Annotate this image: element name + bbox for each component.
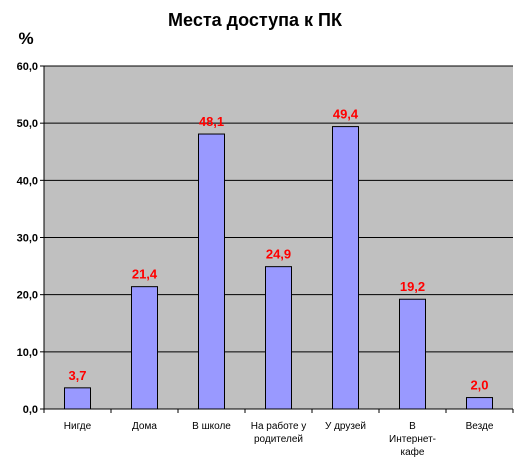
- y-tick-label: 20,0: [17, 290, 38, 302]
- y-tick-label: 10,0: [17, 347, 38, 359]
- bar: [265, 266, 292, 410]
- bar: [466, 397, 493, 410]
- bar: [332, 126, 359, 410]
- y-tick-label: 0,0: [23, 404, 38, 416]
- x-tick-label: В Интернет-кафе: [389, 421, 436, 458]
- y-tick-label: 30,0: [17, 233, 38, 245]
- x-tick-label-line: кафе: [401, 446, 425, 458]
- x-tick-label-line: Интернет-: [389, 434, 436, 445]
- x-tick-label-line: Нигде: [64, 421, 92, 432]
- x-tick-label-line: В школе: [192, 421, 231, 432]
- bar: [64, 387, 91, 410]
- y-tick-label: 40,0: [17, 175, 38, 187]
- data-label: 21,4: [132, 267, 158, 282]
- x-tick-label: В школе: [192, 421, 231, 432]
- data-label: 48,1: [199, 114, 224, 129]
- x-tick-label-line: У друзей: [325, 421, 366, 432]
- x-tick-label-line: Дома: [132, 421, 157, 432]
- plot-area: 0,0 10,0 20,0 30,0 40,0 50,0 60,0 3,7 Нигде 21,4 Д…: [17, 61, 514, 458]
- bar: [198, 133, 225, 410]
- x-tick-label-line: В: [409, 421, 416, 432]
- x-tick-label-line: Везде: [466, 421, 494, 432]
- x-tick-label: Дома: [132, 421, 157, 432]
- x-tick-label: Везде: [466, 421, 494, 432]
- y-tick-label: 50,0: [17, 118, 38, 130]
- x-tick-label-line: родителей: [254, 434, 303, 445]
- chart-title: Места доступа к ПК: [168, 10, 343, 30]
- x-tick-label: Нигде: [64, 421, 92, 432]
- bar: [399, 298, 426, 410]
- bar: [131, 286, 158, 410]
- data-label: 24,9: [266, 247, 291, 262]
- x-tick-label: На работе у родителей: [251, 420, 307, 445]
- y-axis-unit-label: %: [18, 29, 33, 48]
- data-label: 3,7: [68, 368, 86, 383]
- y-tick-label: 60,0: [17, 61, 38, 73]
- data-label: 49,4: [333, 107, 359, 122]
- data-label: 19,2: [400, 279, 425, 294]
- x-tick-label-line: На работе у: [251, 420, 307, 432]
- x-tick-label: У друзей: [325, 421, 366, 432]
- data-label: 2,0: [470, 378, 488, 393]
